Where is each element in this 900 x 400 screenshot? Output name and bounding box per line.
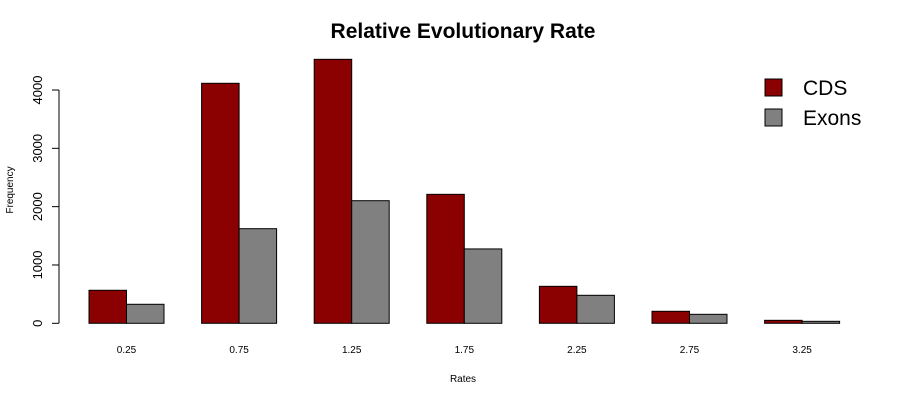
legend-swatch-cds: [764, 78, 783, 97]
y-tick-label: 2000: [30, 192, 45, 221]
bars: [88, 58, 841, 324]
bar-cds-1.75: [426, 193, 465, 324]
chart-title: Relative Evolutionary Rate: [331, 20, 596, 43]
y-tick-label: 4000: [30, 76, 45, 105]
x-axis-label: Rates: [450, 374, 476, 385]
y-tick-label: 1000: [30, 251, 45, 280]
bar-exons-2.25: [576, 294, 615, 324]
bar-exons-0.25: [126, 303, 165, 324]
bar-exons-2.75: [689, 313, 728, 324]
legend-label-cds: CDS: [803, 77, 847, 100]
x-tick-label: 2.75: [680, 345, 700, 356]
legend-swatch-exons: [764, 108, 783, 127]
bar-cds-2.25: [538, 285, 578, 324]
y-axis: 0 1000 2000 3000 4000: [30, 76, 60, 327]
y-axis-label: Frequency: [5, 166, 16, 213]
x-tick-label: 1.75: [455, 345, 475, 356]
bar-exons-0.75: [238, 228, 278, 324]
x-tick-label: 0.75: [229, 345, 249, 356]
bar-cds-3.25: [764, 319, 803, 324]
x-tick-label: 1.25: [342, 345, 362, 356]
bar-cds-0.75: [201, 82, 240, 324]
bar-exons-3.25: [801, 320, 841, 324]
bar-cds-1.25: [313, 58, 353, 324]
legend-label-exons: Exons: [803, 107, 861, 130]
x-tick-label: 2.25: [567, 345, 587, 356]
bar-cds-2.75: [651, 310, 690, 324]
legend: CDS Exons: [764, 77, 861, 130]
y-tick-label: 3000: [30, 134, 45, 163]
y-tick-label: 0: [30, 320, 45, 327]
bar-cds-0.25: [88, 289, 127, 324]
x-tick-label: 3.25: [792, 345, 812, 356]
x-tick-label: 0.25: [117, 345, 137, 356]
bar-exons-1.75: [463, 248, 503, 324]
x-tick-labels: 0.25 0.75 1.25 1.75 2.25 2.75 3.25: [117, 345, 813, 356]
bar-exons-1.25: [351, 200, 390, 324]
